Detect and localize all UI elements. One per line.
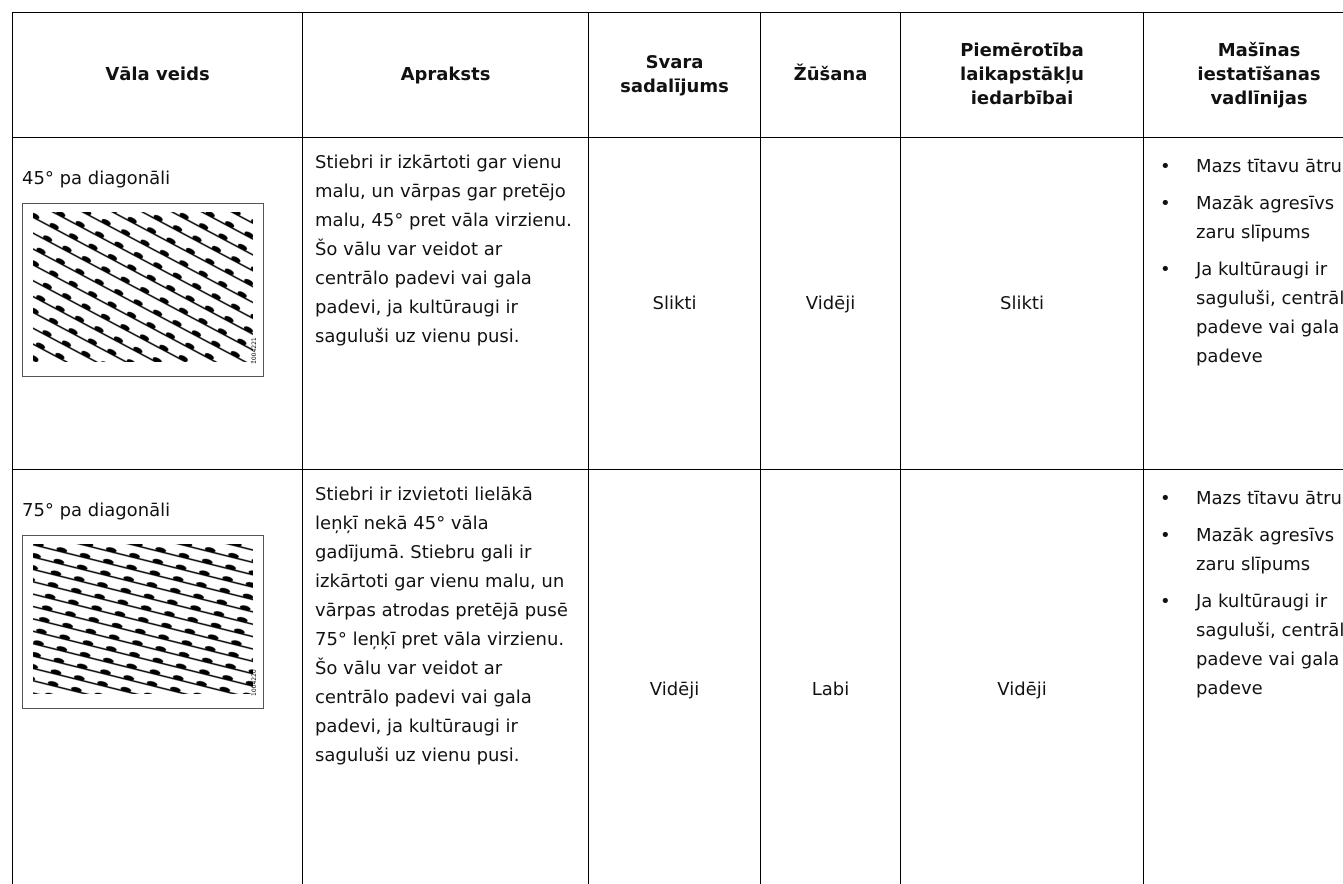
- header-cell: Piemērotība laikapstākļu iedarbībai: [900, 12, 1144, 138]
- guideline: Ja kultūraugi ir saguluši, centrālā pade…: [1156, 587, 1343, 703]
- guideline: Ja kultūraugi ir saguluši, centrālā pade…: [1156, 255, 1343, 371]
- type-label: 75° pa diagonāli: [22, 500, 171, 521]
- type-cell: 75° pa diagonāli 1004220: [12, 469, 303, 884]
- swath-illustration: 1004220: [22, 535, 264, 709]
- weather-cell: Vidēji: [900, 469, 1144, 884]
- guidelines-cell: Mazs tītavu ātrums Mazāk agresīvs zaru s…: [1143, 469, 1343, 884]
- header-cell: Vāla veids: [12, 12, 303, 138]
- image-code: 1004221: [251, 337, 258, 364]
- header-cell: Žūšana: [760, 12, 901, 138]
- header-cell: Svara sadalījums: [588, 12, 761, 138]
- guideline: Mazs tītavu ātrums: [1156, 484, 1343, 513]
- row: 45° pa diagonāli 1004221 Stiebri ir izkā…: [12, 137, 1343, 470]
- header-cell: Mašīnas iestatīšanas vadlīnijas: [1143, 12, 1343, 138]
- description-cell: Stiebri ir izkārtoti gar vienu malu, un …: [302, 137, 589, 470]
- drying-cell: Vidēji: [760, 137, 901, 470]
- guideline: Mazāk agresīvs zaru slīpums: [1156, 189, 1343, 247]
- image-code: 1004220: [251, 669, 258, 696]
- guidelines-list: Mazs tītavu ātrums Mazāk agresīvs zaru s…: [1156, 152, 1343, 371]
- header-cell: Apraksts: [302, 12, 589, 138]
- swath-illustration: 1004221: [22, 203, 264, 377]
- weight-cell: Slikti: [588, 137, 761, 470]
- header-row: Vāla veids Apraksts Svara sadalījums Žūš…: [12, 12, 1343, 138]
- row: 75° pa diagonāli 1004220 Stiebri ir izvi…: [12, 469, 1343, 884]
- type-label: 45° pa diagonāli: [22, 168, 171, 189]
- guidelines-list: Mazs tītavu ātrums Mazāk agresīvs zaru s…: [1156, 484, 1343, 703]
- swath-table: Vāla veids Apraksts Svara sadalījums Žūš…: [12, 12, 1343, 884]
- drying-cell: Labi: [760, 469, 901, 884]
- weight-cell: Vidēji: [588, 469, 761, 884]
- description-cell: Stiebri ir izvietoti lielākā leņķī nekā …: [302, 469, 589, 884]
- type-cell: 45° pa diagonāli 1004221: [12, 137, 303, 470]
- table-wrap: Vāla veids Apraksts Svara sadalījums Žūš…: [12, 12, 1343, 884]
- guideline: Mazs tītavu ātrums: [1156, 152, 1343, 181]
- guidelines-cell: Mazs tītavu ātrums Mazāk agresīvs zaru s…: [1143, 137, 1343, 470]
- guideline: Mazāk agresīvs zaru slīpums: [1156, 521, 1343, 579]
- weather-cell: Slikti: [900, 137, 1144, 470]
